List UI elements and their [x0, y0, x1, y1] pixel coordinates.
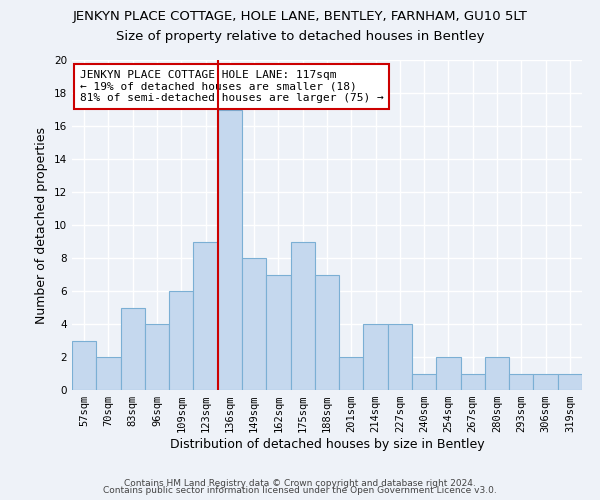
Text: Size of property relative to detached houses in Bentley: Size of property relative to detached ho… [116, 30, 484, 43]
Bar [72, 340, 96, 390]
Y-axis label: Number of detached properties: Number of detached properties [35, 126, 49, 324]
Bar [461, 374, 485, 390]
Bar [388, 324, 412, 390]
Bar [242, 258, 266, 390]
Bar [509, 374, 533, 390]
Bar [218, 110, 242, 390]
Bar [315, 274, 339, 390]
Text: JENKYN PLACE COTTAGE HOLE LANE: 117sqm
← 19% of detached houses are smaller (18): JENKYN PLACE COTTAGE HOLE LANE: 117sqm ←… [80, 70, 383, 103]
Bar [558, 374, 582, 390]
Text: Contains public sector information licensed under the Open Government Licence v3: Contains public sector information licen… [103, 486, 497, 495]
Bar [290, 242, 315, 390]
Bar [193, 242, 218, 390]
Bar [96, 357, 121, 390]
Bar [364, 324, 388, 390]
Bar [169, 291, 193, 390]
Bar [412, 374, 436, 390]
Text: JENKYN PLACE COTTAGE, HOLE LANE, BENTLEY, FARNHAM, GU10 5LT: JENKYN PLACE COTTAGE, HOLE LANE, BENTLEY… [73, 10, 527, 23]
Bar [533, 374, 558, 390]
Bar [266, 274, 290, 390]
Text: Contains HM Land Registry data © Crown copyright and database right 2024.: Contains HM Land Registry data © Crown c… [124, 478, 476, 488]
Bar [145, 324, 169, 390]
X-axis label: Distribution of detached houses by size in Bentley: Distribution of detached houses by size … [170, 438, 484, 451]
Bar [121, 308, 145, 390]
Bar [339, 357, 364, 390]
Bar [485, 357, 509, 390]
Bar [436, 357, 461, 390]
